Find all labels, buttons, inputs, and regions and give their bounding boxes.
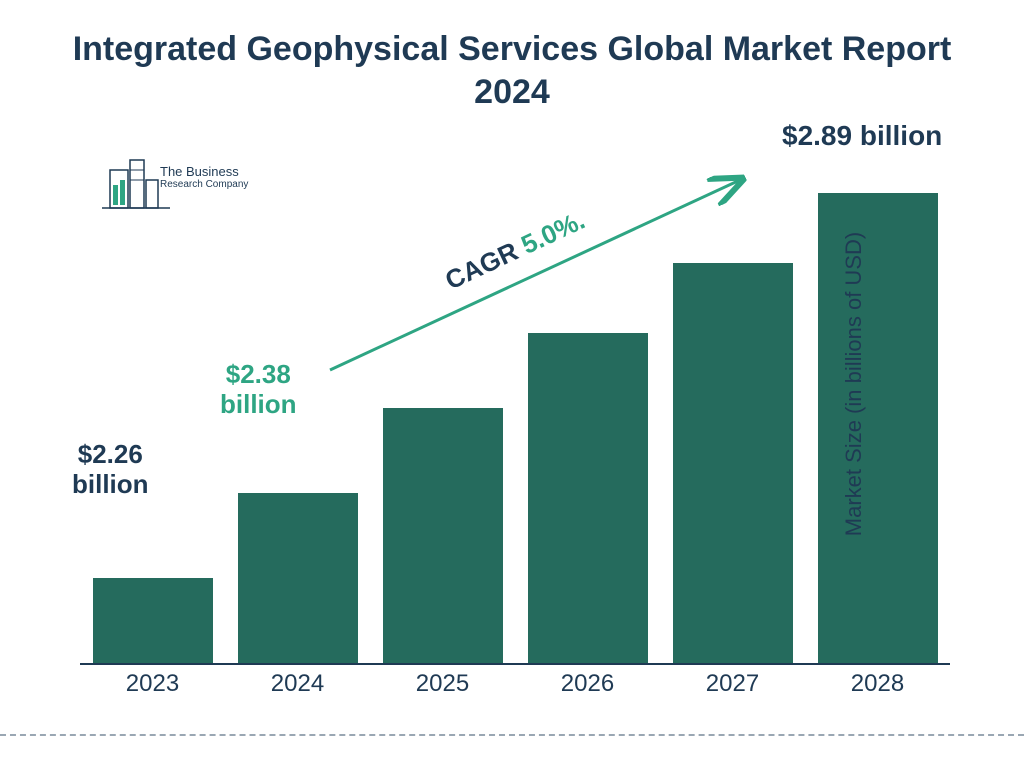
bar-2025 bbox=[383, 408, 503, 663]
xlabel-2025: 2025 bbox=[383, 670, 503, 698]
y-axis-label: Market Size (in billions of USD) bbox=[841, 232, 867, 536]
bar-group-2028: 2028 bbox=[818, 193, 938, 663]
data-label-2024: $2.38 billion bbox=[220, 360, 297, 420]
xlabel-2026: 2026 bbox=[528, 670, 648, 698]
bar-group-2026: 2026 bbox=[528, 333, 648, 663]
bar-2027 bbox=[673, 263, 793, 663]
bar-2026 bbox=[528, 333, 648, 663]
bar-2028 bbox=[818, 193, 938, 663]
xlabel-2024: 2024 bbox=[238, 670, 358, 698]
bar-group-2025: 2025 bbox=[383, 408, 503, 663]
bar-2024 bbox=[238, 493, 358, 663]
bar-group-2027: 2027 bbox=[673, 263, 793, 663]
data-label-2023: $2.26 billion bbox=[72, 440, 149, 500]
bar-2023 bbox=[93, 578, 213, 663]
chart-title: Integrated Geophysical Services Global M… bbox=[0, 28, 1024, 113]
xlabel-2023: 2023 bbox=[93, 670, 213, 698]
bar-group-2024: 2024 bbox=[238, 493, 358, 663]
xlabel-2028: 2028 bbox=[818, 670, 938, 698]
xlabel-2027: 2027 bbox=[673, 670, 793, 698]
x-axis bbox=[80, 663, 950, 665]
bar-group-2023: 2023 bbox=[93, 578, 213, 663]
data-label-2028: $2.89 billion bbox=[782, 120, 942, 152]
bottom-divider bbox=[0, 734, 1024, 736]
